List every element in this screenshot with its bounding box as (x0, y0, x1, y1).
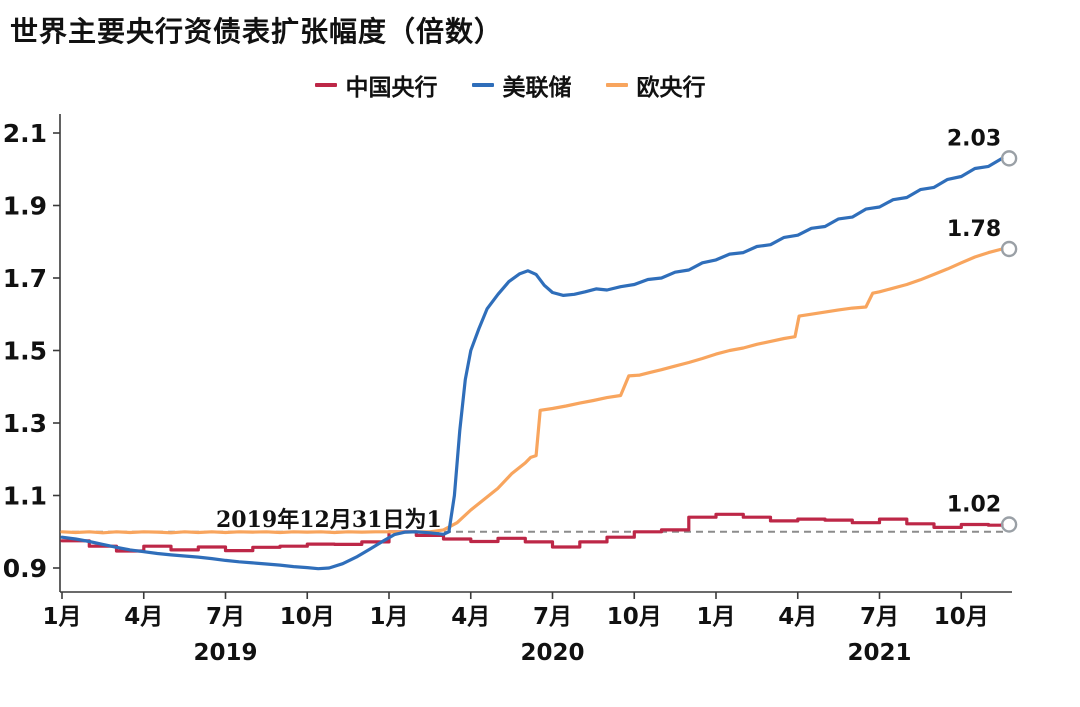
x-tick-label: 10月 (607, 604, 662, 630)
x-tick-label: 4月 (451, 604, 490, 630)
end-label-fed: 2.03 (947, 126, 1001, 151)
year-label: 2021 (847, 640, 911, 666)
x-tick-label: 10月 (934, 604, 989, 630)
end-marker-ecb (1000, 240, 1018, 258)
end-marker-pboc (1000, 516, 1018, 533)
end-label-pboc: 1.02 (947, 493, 1001, 518)
year-label: 2020 (520, 640, 584, 666)
legend-label-pboc: 中国央行 (345, 74, 438, 101)
x-tick-label: 1月 (369, 604, 408, 630)
y-tick-label: 1.3 (3, 409, 47, 438)
end-label-ecb: 1.78 (947, 217, 1001, 242)
chart-title: 世界主要央行资债表扩张幅度（倍数） (10, 15, 504, 48)
series-line-pboc (60, 512, 1004, 553)
x-tick-label: 4月 (778, 604, 817, 630)
y-tick-label: 1.5 (3, 337, 47, 366)
x-tick-label: 1月 (42, 604, 81, 630)
legend-item-ecb: 欧央行 (605, 68, 706, 102)
y-tick-label: 2.1 (3, 119, 47, 148)
y-tick-label: 1.1 (3, 482, 47, 511)
y-tick-label: 0.9 (3, 554, 47, 583)
end-marker-fed (1000, 150, 1018, 167)
x-tick-label: 4月 (124, 604, 163, 630)
legend-item-fed: 美联储 (471, 68, 572, 102)
y-tick-label: 1.7 (3, 264, 47, 293)
series-line-fed (60, 156, 1004, 571)
legend-label-fed: 美联储 (502, 74, 572, 101)
year-label: 2019 (193, 640, 257, 666)
baseline-annotation: 2019年12月31日为1 (216, 507, 442, 533)
x-tick-label: 10月 (280, 604, 335, 630)
series-line-ecb (60, 247, 1004, 535)
legend: 中国央行 美联储 欧央行 (0, 68, 1050, 102)
legend-marker-fed (471, 83, 494, 87)
legend-marker-pboc (314, 83, 337, 87)
x-tick-label: 1月 (696, 604, 735, 630)
chart-svg: 0.9 1.1 1.3 1.5 1.7 1.9 2.1 1月 4月 7月 10月 1月 4月 7月 10月 1… (3, 114, 1018, 666)
legend-label-ecb: 欧央行 (636, 74, 706, 101)
y-tick-label: 1.9 (3, 192, 47, 221)
x-tick-label: 7月 (533, 604, 572, 630)
x-tick-label: 7月 (206, 604, 245, 630)
legend-item-pboc: 中国央行 (314, 68, 438, 102)
x-tick-label: 7月 (860, 604, 899, 630)
legend-marker-ecb (605, 83, 628, 87)
